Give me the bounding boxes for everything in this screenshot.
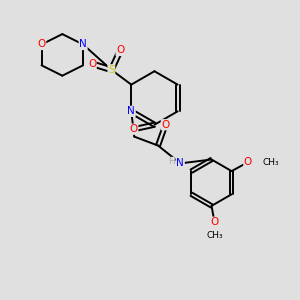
Text: CH₃: CH₃ [206, 231, 223, 240]
Text: N: N [176, 158, 184, 168]
Text: S: S [108, 65, 115, 75]
Text: H: H [168, 158, 175, 166]
Text: O: O [88, 59, 96, 69]
Text: O: O [161, 120, 169, 130]
Text: O: O [244, 157, 252, 167]
Text: O: O [116, 45, 124, 56]
Text: N: N [128, 106, 135, 116]
Text: O: O [130, 124, 138, 134]
Text: O: O [210, 217, 219, 227]
Text: N: N [79, 40, 87, 50]
Text: CH₃: CH₃ [263, 158, 280, 167]
Text: O: O [38, 40, 46, 50]
